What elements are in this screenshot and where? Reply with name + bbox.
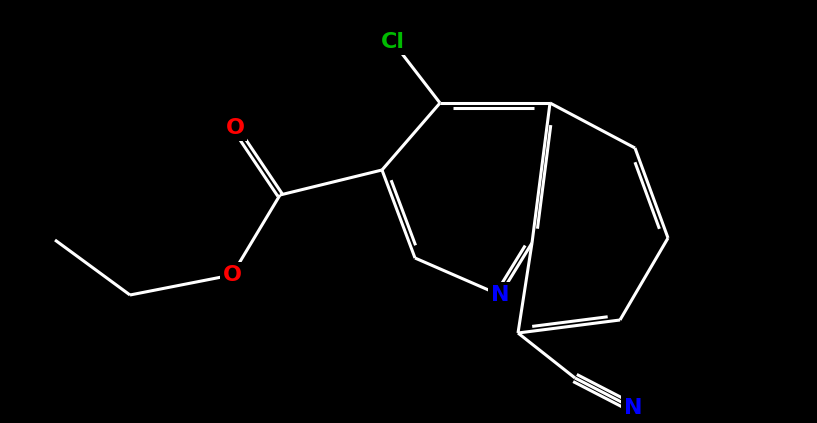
Text: N: N [623,398,642,418]
Text: Cl: Cl [381,32,405,52]
Text: O: O [222,265,242,285]
Text: O: O [225,118,244,138]
Text: N: N [491,285,509,305]
